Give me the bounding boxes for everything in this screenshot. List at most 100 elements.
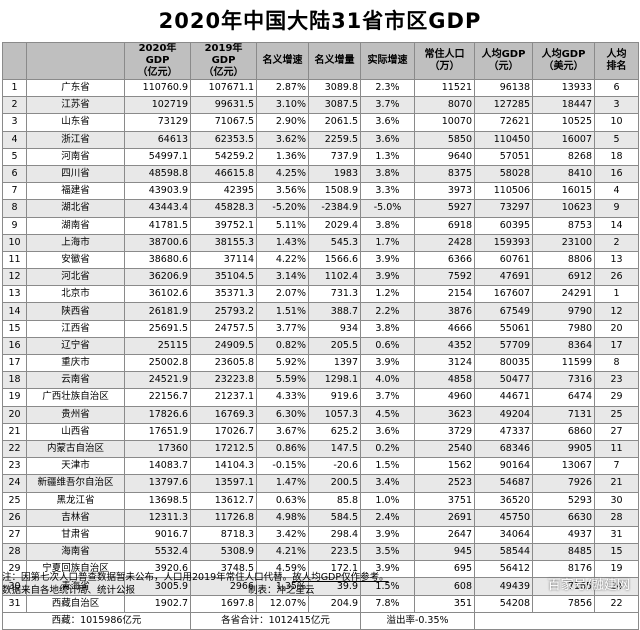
table-cell: 72621 <box>474 113 533 132</box>
table-cell: 102719 <box>124 96 191 115</box>
table-cell: 3.9% <box>360 525 415 545</box>
table-row: 7 福建省 43903.9 42395 3.56% 1508.9 3.3% 3973 11050… <box>2 182 639 201</box>
table-cell: 22 <box>594 594 639 613</box>
table-cell: 重庆市 <box>26 353 125 373</box>
table-cell: 25 <box>594 405 639 424</box>
table-row: 31 西藏自治区 1902.7 1697.8 12.07% 204.9 7.8% 351 542… <box>2 594 639 613</box>
table-cell: 1562 <box>414 457 475 476</box>
table-cell: 17360 <box>124 439 191 459</box>
table-row: 26 吉林省 12311.3 11726.8 4.98% 584.5 2.4% 2691 457… <box>2 508 639 527</box>
table-cell: 甘肃省 <box>26 525 125 545</box>
table-cell: 2259.5 <box>308 130 361 149</box>
table-cell: 25793.2 <box>190 302 257 321</box>
table-cell: 200.5 <box>308 474 361 493</box>
table-cell: 1 <box>2 78 27 98</box>
table-cell: 67549 <box>474 302 533 321</box>
column-header: 2020年GDP （亿元） <box>124 42 191 80</box>
table-cell: 919.6 <box>308 388 361 407</box>
table-cell: 9 <box>594 199 639 218</box>
table-cell: 11521 <box>414 78 475 98</box>
table-cell: 3.9% <box>360 250 415 270</box>
table-cell: 2647 <box>414 525 475 545</box>
table-cell: 73129 <box>124 113 191 132</box>
table-cell: 24521.9 <box>124 371 191 390</box>
table-cell: 35104.5 <box>190 268 257 287</box>
table-cell: 3.14% <box>256 268 309 287</box>
table-row: 3 山东省 73129 71067.5 2.90% 2061.5 3.6% 10070 7262… <box>2 113 639 132</box>
table-cell: 44671 <box>474 388 533 407</box>
table-cell: 1.3% <box>360 147 415 166</box>
table-cell: 4.22% <box>256 250 309 270</box>
table-cell: 5.59% <box>256 371 309 390</box>
table-cell: 13612.7 <box>190 491 257 510</box>
footnote-underlined: 故人均GDP仅作参考。 <box>292 572 389 583</box>
table-cell: 13 <box>2 285 27 304</box>
table-row: 10 上海市 38700.6 38155.3 1.43% 545.3 1.7% 2428 159… <box>2 233 639 252</box>
table-cell: 1057.3 <box>308 405 361 424</box>
table-cell: 0.6% <box>360 336 415 356</box>
table-cell: 湖北省 <box>26 199 125 218</box>
table-cell: 16 <box>594 164 639 184</box>
table-cell: 3748.5 <box>190 560 257 579</box>
table-cell: 60395 <box>474 216 533 235</box>
table-cell: 21237.1 <box>190 388 257 407</box>
table-cell: 23100 <box>532 233 595 252</box>
table-cell: 3.77% <box>256 319 309 338</box>
column-header <box>26 42 125 80</box>
table-cell: 22156.7 <box>124 388 191 407</box>
table-cell: 17212.5 <box>190 439 257 459</box>
table-cell: 2029.4 <box>308 216 361 235</box>
table-cell: 1.51% <box>256 302 309 321</box>
table-row: 5 河南省 54997.1 54259.2 1.36% 737.9 1.3% 9640 5705… <box>2 147 639 166</box>
table-cell: 1.43% <box>256 233 309 252</box>
table-cell: 27 <box>594 422 639 441</box>
table-cell: 海南省 <box>26 543 125 562</box>
table-cell: 7316 <box>532 371 595 390</box>
table-cell: 西藏自治区 <box>26 594 125 613</box>
table-cell: 2966 <box>190 577 257 596</box>
table-cell: 23 <box>594 371 639 390</box>
table-cell: 25115 <box>124 336 191 356</box>
table-cell: 47691 <box>474 268 533 287</box>
table-row: 16 辽宁省 25115 24909.5 0.82% 205.5 0.6% 4352 57709… <box>2 336 639 356</box>
column-header: 2019年GDP （亿元） <box>190 42 257 80</box>
table-cell: 0.82% <box>256 336 309 356</box>
table-cell: 68346 <box>474 439 533 459</box>
table-cell: 山东省 <box>26 113 125 132</box>
table-cell: 4666 <box>414 319 475 338</box>
table-cell: 351 <box>414 594 475 613</box>
author-text: 制表：冲之星云 <box>248 585 315 596</box>
table-cell: 15 <box>2 319 27 338</box>
table-row: 4 浙江省 64613 62353.5 3.62% 2259.5 3.6% 5850 11045… <box>2 130 639 149</box>
table-cell: 3.67% <box>256 422 309 441</box>
table-cell: 7 <box>594 457 639 476</box>
table-cell: 56412 <box>474 560 533 579</box>
table-cell: 945 <box>414 543 475 562</box>
table-cell: 96138 <box>474 78 533 98</box>
table-cell: 河北省 <box>26 268 125 287</box>
table-cell: 3.3% <box>360 182 415 201</box>
table-cell: 1102.4 <box>308 268 361 287</box>
table-cell: 41781.5 <box>124 216 191 235</box>
table-cell: 黑龙江省 <box>26 491 125 510</box>
table-cell: 2.4% <box>360 508 415 527</box>
column-header: 人均 排名 <box>594 42 639 80</box>
table-cell: -5.20% <box>256 199 309 218</box>
table-cell: 云南省 <box>26 371 125 390</box>
table-cell: 26181.9 <box>124 302 191 321</box>
table-cell: 1.5% <box>360 577 415 596</box>
table-cell: 13933 <box>532 78 595 98</box>
table-cell: 127285 <box>474 96 533 115</box>
table-row: 14 陕西省 26181.9 25793.2 1.51% 388.7 2.2% 3876 675… <box>2 302 639 321</box>
table-cell: 38155.3 <box>190 233 257 252</box>
table-cell: 1.35% <box>256 577 309 596</box>
table-cell: 上海市 <box>26 233 125 252</box>
table-cell: 23 <box>2 457 27 476</box>
table-cell: 21 <box>2 422 27 441</box>
table-row: 27 甘肃省 9016.7 8718.3 3.42% 298.4 3.9% 2647 34064… <box>2 525 639 545</box>
table-cell: 8410 <box>532 164 595 184</box>
table-cell: 8485 <box>532 543 595 562</box>
table-cell: 3.10% <box>256 96 309 115</box>
table-cell: 147.5 <box>308 439 361 459</box>
table-cell: -2384.9 <box>308 199 361 218</box>
